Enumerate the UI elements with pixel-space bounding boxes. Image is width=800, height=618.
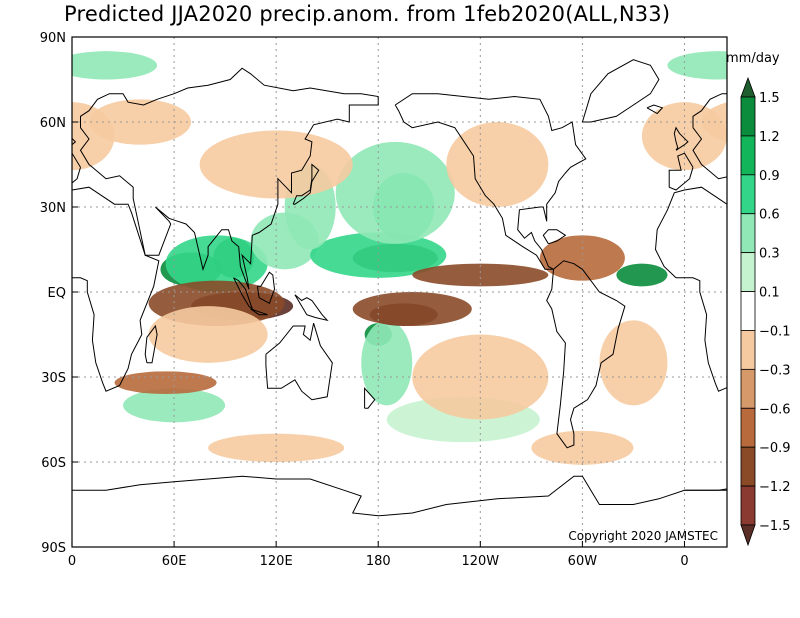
lon-tick-label: 60W: [568, 554, 598, 569]
colorbar-label: −1.5: [759, 519, 791, 534]
anomaly-blob: [352, 292, 472, 326]
coastline: [364, 386, 376, 409]
colorbar-units: mm/day: [726, 51, 780, 66]
lon-tick-label: 60E: [162, 554, 187, 569]
anomaly-blob: [412, 263, 549, 287]
colorbar-swatch: [740, 368, 756, 409]
colorbar-swatch: [740, 446, 756, 487]
anomaly-blob: [539, 235, 625, 281]
anomaly-blob: [208, 433, 345, 463]
anomaly-blob: [616, 263, 668, 287]
lat-tick-label: 30N: [40, 201, 66, 216]
lon-tick-label: 180: [366, 554, 391, 569]
lon-tick-label: 120W: [461, 554, 499, 569]
anomaly-blob: [335, 141, 455, 244]
anomaly-blob: [446, 122, 549, 207]
anomaly-blob: [361, 320, 413, 406]
anomaly-blob: [148, 306, 268, 363]
colorbar-label: −1.2: [759, 480, 791, 495]
coastline: [72, 186, 160, 392]
coastline: [233, 277, 254, 311]
colorbar-swatch: [740, 174, 756, 215]
colorbar-swatch: [740, 407, 756, 448]
lat-tick-label: 30S: [41, 371, 66, 386]
anomaly-blob: [165, 235, 268, 292]
colorbar-label: 1.2: [759, 130, 780, 145]
gridlines: [72, 37, 727, 547]
colorbar-swatch: [740, 76, 756, 98]
lon-tick-label: 120E: [260, 554, 293, 569]
colorbar-swatch: [740, 524, 756, 547]
lon-tick-label: 0: [68, 554, 76, 569]
coastline: [144, 324, 158, 364]
coastline: [546, 260, 626, 449]
coastline: [394, 93, 587, 270]
anomaly-blob: [114, 371, 217, 394]
colorbar-label: 0.1: [759, 286, 780, 301]
colorbar-swatch: [740, 252, 756, 292]
coastline: [654, 186, 727, 392]
colorbar-label: −0.9: [759, 441, 791, 456]
colorbar-label: 0.6: [759, 208, 780, 223]
lon-tick-label: 0: [680, 554, 688, 569]
colorbar-swatch: [740, 330, 756, 370]
coastline: [72, 475, 727, 517]
coastline: [250, 308, 268, 316]
coastline: [72, 137, 77, 146]
colorbar-swatch: [740, 485, 756, 526]
anomaly-blob: [72, 51, 158, 80]
colorbar-label: 1.5: [759, 91, 780, 106]
colorbar-swatch: [740, 96, 756, 137]
anomaly-field: [72, 51, 727, 465]
copyright-label: Copyright 2020 JAMSTEC: [568, 529, 718, 543]
anomaly-blob: [123, 388, 226, 423]
colorbar-label: −0.1: [759, 324, 791, 339]
coastline: [668, 152, 694, 191]
lat-tick-label: 90N: [40, 31, 66, 46]
coastline: [294, 294, 329, 322]
colorbar-label: 0.9: [759, 169, 780, 184]
colorbar-swatch: [740, 135, 756, 176]
coastline: [265, 323, 333, 401]
colorbar-label: 0.3: [759, 247, 780, 262]
lat-tick-label: EQ: [48, 286, 66, 301]
colorbar-label: −0.6: [759, 402, 791, 417]
lat-tick-label: 60S: [41, 456, 66, 471]
colorbar-swatch: [740, 291, 756, 331]
anomaly-blob: [310, 232, 447, 278]
coastline: [581, 59, 660, 123]
coastlines: [72, 59, 727, 517]
coastline: [673, 126, 689, 151]
coastline: [542, 229, 567, 245]
coastline: [79, 67, 379, 290]
colorbar: 1.5 1.2 0.9 0.6 0.3 0.1 −0.1 −0.3 −0.6 −0.9 −1.2 −1…: [740, 76, 791, 547]
coastline: [292, 163, 320, 205]
colorbar-swatch: [740, 213, 756, 254]
map-title: Predicted JJA2020 precip.anom. from 1feb…: [64, 2, 671, 26]
lat-tick-label: 60N: [40, 116, 66, 131]
coastline: [256, 271, 276, 305]
anomaly-blob: [531, 430, 634, 465]
anomaly-blob: [599, 320, 668, 406]
colorbar-label: −0.3: [759, 363, 791, 378]
coastline: [646, 104, 664, 115]
anomaly-blob: [667, 51, 727, 80]
lat-tick-label: 90S: [41, 541, 66, 556]
anomaly-blob: [89, 99, 192, 145]
